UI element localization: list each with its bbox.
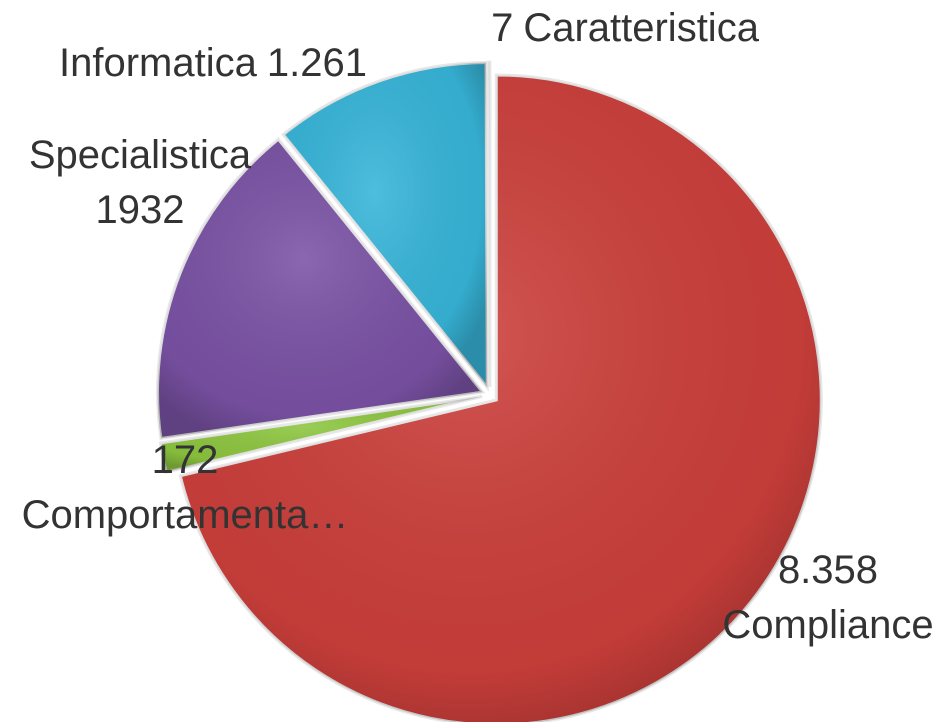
labels: 8.358 Compliance 172 Comportamenta… Speciali… bbox=[22, 6, 934, 647]
value-label: 172 bbox=[152, 438, 219, 482]
pie-slice bbox=[487, 60, 492, 388]
value-label: 8.358 bbox=[778, 548, 878, 592]
data-label: Comportamenta… bbox=[22, 493, 349, 537]
value-label: 1.261 bbox=[267, 41, 367, 85]
value-label: 1932 bbox=[96, 188, 185, 232]
data-label: Informatica 1.261 bbox=[59, 41, 367, 85]
data-label: 7 Caratteristica bbox=[491, 6, 760, 50]
value-label: 7 bbox=[491, 6, 513, 50]
category-label: Comportamenta… bbox=[22, 493, 349, 537]
category-label: Informatica bbox=[59, 41, 258, 85]
data-label: Specialistica bbox=[29, 133, 252, 177]
category-label: Specialistica bbox=[29, 133, 252, 177]
category-label: Compliance bbox=[722, 603, 933, 647]
data-label: 8.358 bbox=[778, 548, 878, 592]
data-label: Compliance bbox=[722, 603, 933, 647]
data-label: 172 bbox=[152, 438, 219, 482]
category-label: Caratteristica bbox=[523, 6, 759, 50]
data-label: 1932 bbox=[96, 188, 185, 232]
